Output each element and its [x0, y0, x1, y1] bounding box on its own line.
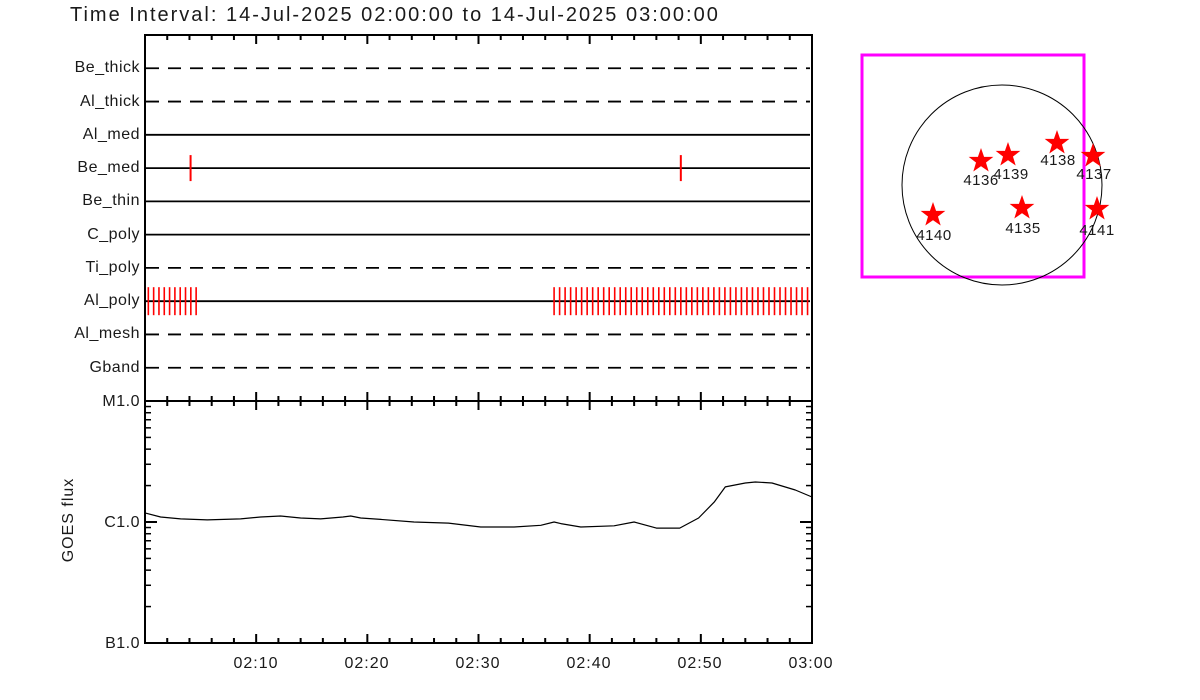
- goes-ytick-b1: B1.0: [105, 635, 140, 652]
- filter-label-al-med: Al_med: [82, 126, 140, 143]
- filter-label-be-thin: Be_thin: [82, 192, 140, 209]
- region-label-4139: 4139: [993, 166, 1029, 183]
- filter-label-al-poly: Al_poly: [84, 292, 140, 309]
- xtick-0250: 02:50: [677, 655, 723, 672]
- plot-title: Time Interval: 14-Jul-2025 02:00:00 to 1…: [70, 4, 720, 26]
- filter-timeline-panel: [144, 34, 813, 402]
- filter-label-be-med: Be_med: [77, 159, 140, 176]
- xtick-0240: 02:40: [566, 655, 612, 672]
- region-label-4138: 4138: [1040, 152, 1076, 169]
- xtick-0230: 02:30: [455, 655, 501, 672]
- region-label-4141: 4141: [1079, 222, 1115, 239]
- active-region-star: [1080, 142, 1106, 167]
- region-label-4140: 4140: [916, 227, 952, 244]
- filter-label-ti-poly: Ti_poly: [85, 259, 140, 276]
- active-region-star: [995, 141, 1021, 166]
- filter-label-al-mesh: Al_mesh: [74, 325, 140, 342]
- goes-flux-axis-label: GOES flux: [60, 477, 77, 563]
- filter-label-gband: Gband: [89, 359, 140, 376]
- sun-chart: [860, 53, 1110, 286]
- filter-label-c-poly: C_poly: [87, 226, 140, 243]
- xtick-0300: 03:00: [788, 655, 834, 672]
- active-region-star: [1084, 195, 1110, 220]
- region-label-4136: 4136: [963, 172, 999, 189]
- region-label-4135: 4135: [1005, 220, 1041, 237]
- goes-flux-panel: [144, 400, 813, 644]
- active-region-star: [920, 201, 946, 226]
- goes-flux-curve: [144, 481, 813, 529]
- active-region-star: [968, 147, 994, 172]
- xtick-0210: 02:10: [233, 655, 279, 672]
- filter-label-be-thick: Be_thick: [74, 59, 140, 76]
- region-label-4137: 4137: [1076, 166, 1112, 183]
- sun-disk-circle: [901, 84, 1103, 286]
- xtick-0220: 02:20: [344, 655, 390, 672]
- fov-box: [860, 53, 1086, 279]
- active-region-star: [1009, 194, 1035, 219]
- filter-label-al-thick: Al_thick: [79, 93, 140, 110]
- goes-ytick-c1: C1.0: [104, 514, 140, 531]
- active-region-star: [1044, 129, 1070, 154]
- goes-ytick-m1: M1.0: [102, 393, 140, 410]
